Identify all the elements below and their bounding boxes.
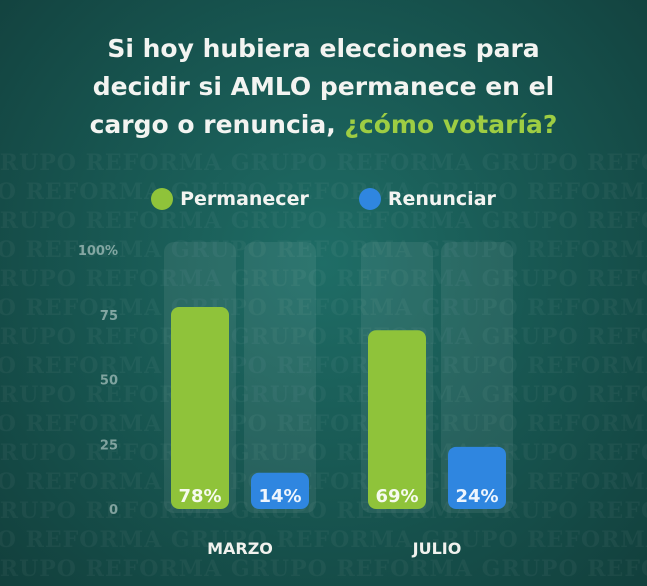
legend-label-renunciar: Renunciar [387,188,496,210]
title-line-1: Si hoy hubiera elecciones para [107,34,540,63]
bar-renunciar-julio [448,446,506,509]
legend-item-renunciar: Renunciar [358,188,496,210]
x-category-label: JULIO [412,539,462,558]
bar-track [441,242,513,513]
bar-value-label: 78% [178,486,221,507]
bar-permanecer-julio [368,330,426,509]
title-line-3-text: cargo o renuncia, [89,110,345,139]
legend-dot-permanecer [151,188,174,210]
bar-permanecer-marzo [171,306,229,509]
legend-label-permanecer: Permanecer [180,188,309,210]
bar-value-label: 14% [258,486,301,507]
title-question-highlight: ¿cómo votaría? [344,110,558,139]
bar-value-label: 24% [455,486,498,507]
y-tick-label: 25 [100,438,118,453]
bar-track [244,242,316,513]
bar-renunciar-marzo [251,472,309,509]
title-line-3: cargo o renuncia, ¿cómo votaría? [20,106,627,144]
y-tick-label: 75 [100,309,118,324]
chart-legend: Permanecer Renunciar [0,188,647,210]
legend-dot-renunciar [358,188,381,210]
legend-item-permanecer: Permanecer [151,188,309,210]
title-line-2: decidir si AMLO permanece en el [92,72,555,101]
y-tick-label: 100% [78,244,118,259]
bar-value-label: 69% [375,486,418,507]
x-category-label: MARZO [207,539,273,558]
chart-title: Si hoy hubiera elecciones para decidir s… [20,30,627,144]
y-tick-label: 50 [100,374,118,389]
y-tick-label: 0 [109,503,118,518]
